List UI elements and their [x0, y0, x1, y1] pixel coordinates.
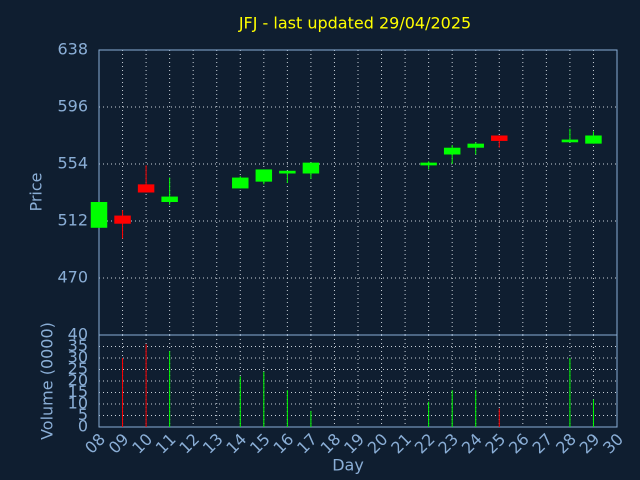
y-tick-label: 512 — [57, 211, 88, 230]
y2-tick-label: 35 — [68, 336, 88, 355]
x-axis-label: Day — [332, 456, 364, 475]
y2-tick-label: 10 — [68, 394, 88, 413]
y2-tick-label: 20 — [68, 371, 88, 390]
chart-title: JFJ - last updated 29/04/2025 — [238, 14, 471, 33]
y2-tick-label: 0 — [78, 417, 88, 436]
y-tick-label: 638 — [57, 40, 88, 59]
candle-body — [443, 147, 461, 155]
volume-frame — [98, 334, 618, 428]
volume-bar — [310, 410, 312, 427]
candle-body — [90, 202, 108, 228]
y2-tick-label: 40 — [68, 325, 88, 344]
candle-body — [491, 135, 508, 141]
y2-axis-label: Volume (0000) — [38, 322, 57, 440]
y2-tick-label: 5 — [78, 405, 88, 424]
candle-body — [114, 215, 131, 224]
volume-bar — [451, 390, 453, 427]
candle-body — [420, 162, 437, 166]
volume-bar — [239, 376, 241, 427]
candle-body — [279, 170, 296, 174]
y-axis-label: Price — [27, 172, 46, 211]
y2-tick-label: 15 — [68, 382, 88, 401]
volume-bar — [498, 408, 500, 427]
candle-body — [561, 139, 579, 143]
volume-bar — [475, 390, 477, 427]
candle-body — [302, 162, 320, 174]
volume-bar — [428, 401, 430, 427]
candle-body — [161, 196, 178, 202]
candle-body — [467, 143, 484, 148]
volume-bar — [263, 371, 265, 427]
volume-bar — [592, 399, 594, 427]
y2-tick-label: 25 — [68, 359, 88, 378]
y2-tick-label: 30 — [68, 348, 88, 367]
y-tick-label: 554 — [57, 154, 88, 173]
y-tick-label: 470 — [57, 268, 88, 287]
candle-body — [232, 177, 249, 189]
candle-body — [585, 135, 602, 144]
volume-bar — [122, 358, 124, 427]
volume-bar — [145, 344, 147, 427]
volume-bar — [169, 351, 171, 427]
y-tick-label: 596 — [57, 97, 88, 116]
candle-body — [255, 169, 273, 182]
volume-bar — [286, 390, 288, 427]
candle-body — [137, 184, 155, 193]
volume-bar — [569, 358, 571, 427]
